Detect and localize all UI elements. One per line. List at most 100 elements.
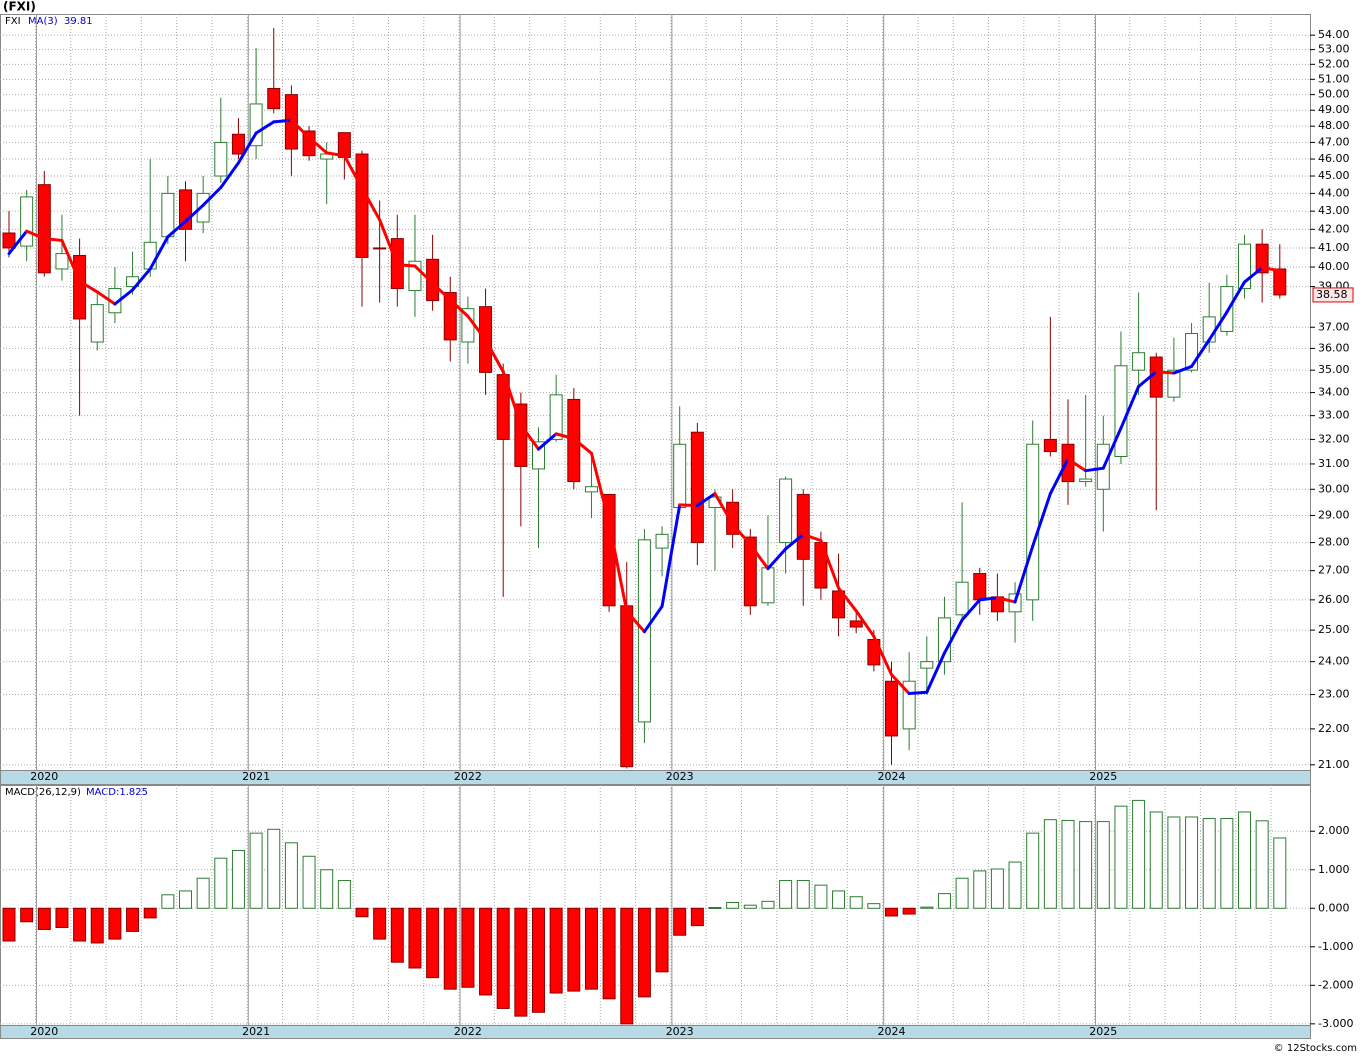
- y-tick-label: 48.00: [1318, 119, 1350, 132]
- macd-bar: [249, 832, 263, 909]
- candle-body: [1238, 243, 1251, 290]
- ma-segment: [748, 543, 770, 571]
- macd-bar: [320, 869, 334, 909]
- footer: © 12Stocks.com: [1274, 1043, 1357, 1054]
- candle-body: [973, 573, 987, 601]
- ma-segment: [7, 229, 29, 256]
- y-tick-label: 51.00: [1318, 72, 1350, 85]
- macd-bar: [73, 907, 87, 942]
- candle-body: [584, 486, 598, 493]
- y-tick-label: 42.00: [1318, 222, 1350, 235]
- ma-segment: [1190, 338, 1211, 368]
- y-tick-label: 22.00: [1318, 722, 1350, 735]
- candle-body: [885, 680, 898, 737]
- macd-bar: [196, 877, 210, 909]
- y-tick-label: 33.00: [1318, 409, 1350, 422]
- y-tick-label: 54.00: [1318, 28, 1350, 41]
- macd-bar: [620, 907, 634, 1025]
- ma-segment: [148, 235, 170, 271]
- candle-body: [90, 304, 104, 343]
- ma-segment: [801, 532, 823, 543]
- macd-bar: [1220, 818, 1234, 909]
- candle-body: [1220, 286, 1234, 332]
- x-tick-label: 2020: [30, 1025, 58, 1038]
- ma-segment: [1013, 544, 1035, 604]
- candle-body: [73, 255, 87, 320]
- y-tick-label: 40.00: [1318, 260, 1350, 273]
- candle-body: [214, 141, 228, 177]
- macd-bar: [1061, 819, 1075, 909]
- candle-body: [532, 441, 545, 470]
- macd-bar: [373, 907, 387, 940]
- y-tick-label: 32.00: [1318, 432, 1350, 445]
- ma-segment: [907, 690, 929, 696]
- macd-bar: [849, 896, 863, 909]
- ma-segment: [819, 539, 841, 590]
- ma-segment: [678, 503, 699, 508]
- x-tick-label: 2023: [666, 1025, 694, 1038]
- candle-body: [161, 192, 175, 238]
- ma-segment: [466, 314, 488, 342]
- y-tick-label: 0.000: [1318, 901, 1350, 914]
- y-tick-label: -2.000: [1318, 978, 1353, 991]
- y-tick-label: 49.00: [1318, 103, 1350, 116]
- ma-segment: [925, 651, 946, 694]
- ma-segment: [554, 432, 576, 441]
- ma-segment: [854, 609, 876, 638]
- macd-bar: [832, 890, 846, 909]
- y-tick-label: 45.00: [1318, 169, 1350, 182]
- macd-bar: [90, 907, 104, 944]
- ma-segment: [166, 219, 187, 239]
- candle-body: [373, 247, 387, 250]
- ma-segment: [484, 338, 505, 374]
- candle-body: [1043, 438, 1057, 453]
- ma-segment: [960, 598, 982, 622]
- ma-segment: [1084, 466, 1105, 473]
- ma-segment: [25, 229, 46, 241]
- macd-bar: [549, 907, 563, 994]
- ma-segment: [431, 281, 452, 302]
- candle-body: [549, 394, 563, 440]
- ma-segment: [236, 131, 258, 165]
- date-strip: [0, 1025, 1311, 1039]
- legend-ma-value: 39.81: [64, 16, 93, 27]
- ma-segment: [448, 298, 470, 318]
- ma-segment: [1119, 384, 1141, 430]
- x-tick-label: 2021: [242, 1025, 270, 1038]
- ma-segment: [378, 218, 399, 267]
- ma-segment: [978, 596, 999, 602]
- y-tick-label: 34.00: [1318, 386, 1350, 399]
- macd-bar: [1149, 811, 1163, 909]
- macd-bar: [355, 907, 369, 918]
- macd-bar: [267, 828, 281, 909]
- ma-segment: [1031, 492, 1052, 548]
- macd-bar: [179, 890, 192, 909]
- macd-bar: [1008, 861, 1022, 909]
- y-tick-label: 37.00: [1318, 320, 1350, 333]
- y-tick-label: 24.00: [1318, 655, 1350, 668]
- ma-segment: [342, 154, 364, 190]
- macd-bar: [214, 857, 228, 909]
- y-tick-label: -1.000: [1318, 940, 1353, 953]
- ma-segment: [589, 451, 611, 525]
- macd-bar: [390, 907, 404, 963]
- macd-bar: [973, 870, 987, 909]
- y-tick-label: 29.00: [1318, 508, 1350, 521]
- candle-body: [1026, 443, 1040, 601]
- macd-bar: [337, 880, 351, 909]
- ma-segment: [131, 267, 152, 292]
- x-tick-label: 2021: [242, 770, 270, 783]
- candle-body: [832, 590, 846, 619]
- y-tick-label: -3.000: [1318, 1017, 1353, 1030]
- macd-bar: [655, 907, 669, 973]
- ma-segment: [413, 264, 435, 285]
- macd-bar: [779, 880, 793, 909]
- macd-bar: [637, 907, 651, 998]
- macd-bar: [937, 893, 951, 909]
- ma-segment: [1101, 426, 1123, 470]
- ma-segment: [325, 151, 346, 158]
- macd-bar: [284, 842, 298, 909]
- macd-bar: [1079, 821, 1093, 909]
- ma-segment: [113, 288, 135, 306]
